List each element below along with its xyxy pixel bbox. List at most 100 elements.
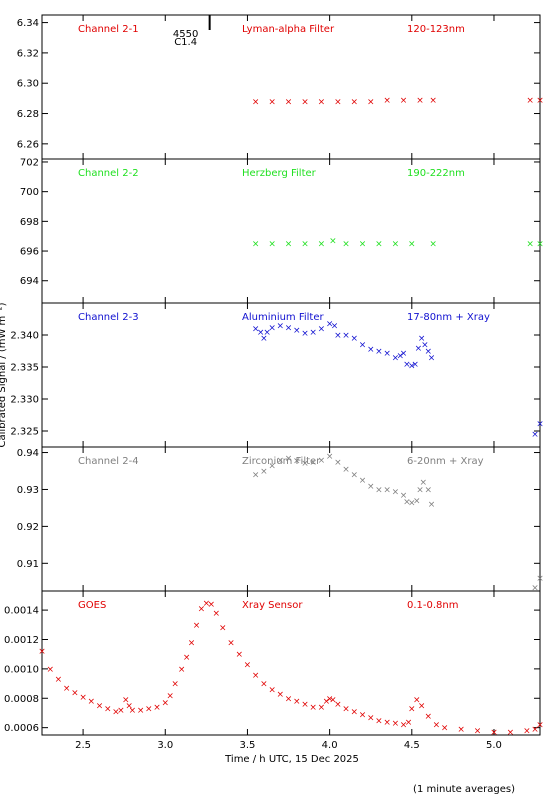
data-point: × (268, 461, 276, 471)
data-point: × (536, 96, 544, 106)
data-point: × (400, 349, 408, 359)
data-point: × (198, 605, 206, 615)
data-point: × (277, 456, 285, 466)
data-point: × (117, 706, 125, 716)
data-point: × (125, 702, 133, 712)
data-point: × (342, 240, 350, 250)
data-point: × (334, 700, 342, 710)
data-point: × (408, 362, 416, 372)
data-point: × (433, 721, 441, 731)
data-point: × (55, 675, 63, 685)
data-point: × (293, 697, 301, 707)
y-tick-label: 0.0010 (4, 664, 39, 675)
data-point: × (375, 485, 383, 495)
flare-marker: 4550 C1.4 (173, 15, 211, 48)
data-point: × (531, 725, 539, 735)
y-tick-label: 2.325 (10, 427, 39, 438)
data-point: × (536, 419, 544, 429)
data-point: × (334, 97, 342, 107)
panel-filter: Lyman-alpha Filter (242, 24, 335, 35)
data-point: × (536, 721, 544, 731)
data-point: × (526, 96, 534, 106)
data-point: × (145, 705, 153, 715)
data-point: × (329, 696, 337, 706)
data-point: × (413, 497, 421, 507)
data-point: × (79, 693, 87, 703)
data-point: × (46, 665, 54, 675)
y-axis-label: Calibrated Signal / (mW m⁻²) (0, 302, 8, 447)
data-point: × (301, 240, 309, 250)
data-point: × (400, 721, 408, 731)
panel-name: GOES (78, 600, 106, 611)
data-point: × (403, 497, 411, 507)
flare-label-top: 4550 (173, 29, 198, 40)
data-point: × (252, 325, 260, 335)
data-point: × (405, 718, 413, 728)
data-point: × (383, 485, 391, 495)
data-point: × (96, 702, 104, 712)
y-tick-label: 0.91 (17, 559, 39, 570)
panel-filter: Zirconium Filter (242, 456, 321, 467)
data-point: × (268, 97, 276, 107)
panel-band: 6-20nm + Xray (407, 456, 484, 467)
y-tick-label: 0.94 (17, 448, 39, 459)
y-tick-label: 2.330 (10, 395, 39, 406)
data-point: × (359, 240, 367, 250)
data-point: × (342, 331, 350, 341)
data-point: × (375, 240, 383, 250)
flare-label-bottom: C1.4 (174, 37, 197, 48)
data-point: × (252, 671, 260, 681)
data-point: × (392, 353, 400, 363)
x-tick-label: 5.0 (486, 740, 502, 751)
data-point: × (531, 430, 539, 440)
data-point: × (429, 240, 437, 250)
panel-filter: Xray Sensor (242, 600, 303, 611)
data-point: × (285, 694, 293, 704)
data-point: × (153, 703, 161, 713)
data-point: × (334, 331, 342, 341)
data-point: × (137, 706, 145, 716)
data-point: × (397, 351, 405, 361)
data-point: × (400, 96, 408, 106)
data-point: × (183, 653, 191, 663)
data-point: × (424, 347, 432, 357)
data-point: × (235, 650, 243, 660)
data-point: × (88, 697, 96, 707)
data-point: × (112, 707, 120, 717)
data-point: × (415, 344, 423, 354)
panel-3: 2.325 2.330 2.335 2.340 Channel 2-3 Aluminium… (10, 302, 544, 448)
data-point: × (507, 728, 515, 738)
panel-name: Channel 2-1 (78, 24, 139, 35)
data-point: × (323, 697, 331, 707)
panel-frame (41, 14, 541, 160)
data-point: × (526, 240, 534, 250)
data-point: × (392, 487, 400, 497)
data-point: × (260, 334, 268, 344)
data-point: × (416, 96, 424, 106)
data-point: × (420, 478, 428, 488)
x-axis: 2.5 3.0 3.5 4.0 4.5 5.0 (75, 740, 502, 751)
y-tick-label: 2.340 (10, 331, 39, 342)
data-point: × (104, 705, 112, 715)
panel-name: Channel 2-3 (78, 312, 139, 323)
data-point: × (411, 360, 419, 370)
data-point: × (208, 600, 216, 610)
y-tick-label: 694 (20, 276, 39, 287)
data-point: × (268, 323, 276, 333)
data-point: × (318, 240, 326, 250)
data-point: × (329, 237, 337, 247)
y-tick-label: 0.0014 (4, 606, 39, 617)
data-point: × (268, 685, 276, 695)
panel-frame (41, 446, 541, 592)
data-point: × (523, 727, 531, 737)
data-point: × (268, 240, 276, 250)
data-point: × (408, 705, 416, 715)
x-tick-label: 3.0 (157, 740, 173, 751)
y-tick-label: 702 (20, 157, 39, 168)
y-tick-label: 698 (20, 217, 39, 228)
data-point: × (285, 454, 293, 464)
data-point: × (359, 710, 367, 720)
data-point: × (161, 699, 169, 709)
data-point: × (413, 696, 421, 706)
data-point: × (309, 328, 317, 338)
